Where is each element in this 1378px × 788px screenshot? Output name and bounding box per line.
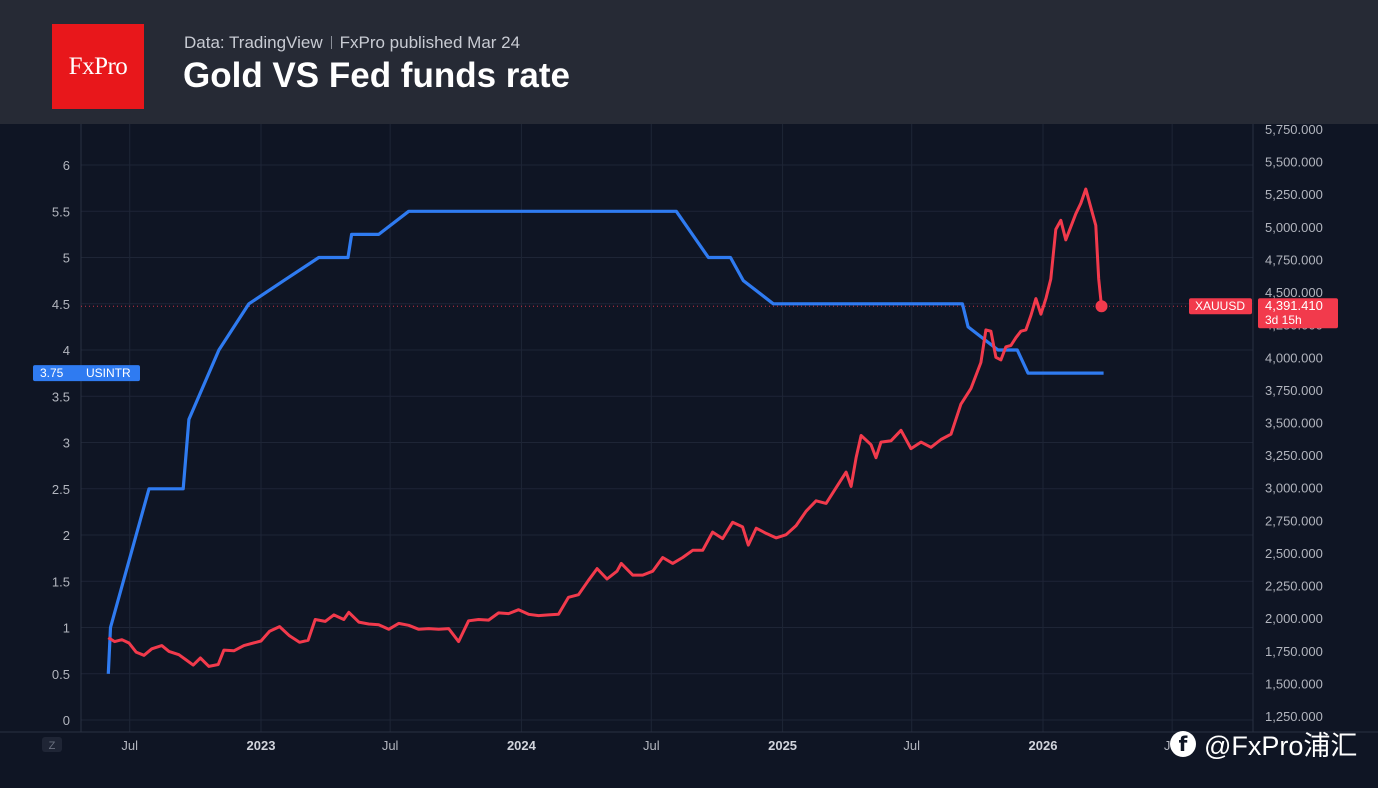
time-tick-label: Jul [121, 738, 138, 753]
logo-text: FxPro [68, 52, 128, 80]
left-tick-label: 0.5 [52, 667, 70, 682]
usintr-series-name: USINTR [86, 366, 131, 380]
left-tick-label: 3 [63, 436, 70, 451]
left-tick-label: 2.5 [52, 482, 70, 497]
left-tick-label: 6 [63, 158, 70, 173]
right-tick-label: 4,750.000 [1265, 252, 1323, 267]
xauusd-value-tag-bg [1258, 298, 1338, 329]
left-tick-label: 1.5 [52, 574, 70, 589]
time-tick-label: 2025 [768, 738, 797, 753]
chart-title: Gold VS Fed funds rate [183, 56, 570, 95]
meta-divider [330, 36, 332, 49]
xauusd-countdown: 3d 15h [1265, 313, 1302, 327]
usintr-last-value: 3.75 [40, 366, 64, 380]
right-tick-label: 1,750.000 [1265, 644, 1323, 659]
time-tick-label: 2023 [247, 738, 276, 753]
time-tick-label: Jul [382, 738, 399, 753]
time-tick-label: Jul [903, 738, 920, 753]
series-layer [81, 187, 1253, 674]
zoom-button[interactable]: Z [42, 737, 62, 752]
fxpro-logo: FxPro [52, 24, 144, 109]
right-tick-label: 1,250.000 [1265, 709, 1323, 724]
chart-header: FxPro Data: TradingView FxPro published M… [0, 0, 1378, 124]
right-tick-label: 2,250.000 [1265, 579, 1323, 594]
right-tick-label: 5,500.000 [1265, 155, 1323, 170]
right-tick-label: 2,500.000 [1265, 546, 1323, 561]
xauusd-last-value: 4,391.410 [1265, 298, 1323, 313]
right-tick-label: 2,000.000 [1265, 611, 1323, 626]
xauusd-series-line [107, 187, 1103, 668]
time-axis: Jul2023Jul2024Jul2025Jul2026JulZ [42, 737, 1181, 753]
xauusd-last-point [1095, 300, 1108, 313]
zoom-button-bg [42, 737, 62, 752]
chart-area[interactable]: 0 0.5 1 1.5 2 2.5 3 3.5 4 4.5 5 5.5 6 1,250.000 1,500… [0, 124, 1378, 788]
time-tick-label: 2026 [1029, 738, 1058, 753]
left-tick-label: 0 [63, 713, 70, 728]
usintr-series-line [106, 209, 1104, 674]
right-tick-label: 2,750.000 [1265, 513, 1323, 528]
watermark-text: @FxPro浦汇 [1204, 731, 1358, 761]
right-tick-label: 3,500.000 [1265, 416, 1323, 431]
right-tick-label: 3,750.000 [1265, 383, 1323, 398]
weibo-watermark: f @FxPro浦汇 [1170, 724, 1357, 763]
zoom-button-label: Z [49, 740, 56, 752]
usintr-tag-bg [33, 365, 140, 382]
right-tick-label: 3,250.000 [1265, 448, 1323, 463]
left-axis: 0 0.5 1 1.5 2 2.5 3 3.5 4 4.5 5 5.5 6 [52, 158, 70, 728]
left-tick-label: 4 [63, 343, 70, 358]
left-tick-label: 5 [63, 251, 70, 266]
right-tick-label: 5,000.000 [1265, 220, 1323, 235]
grid-lines [0, 124, 1378, 733]
left-tick-label: 2 [63, 528, 70, 543]
chart-meta: Data: TradingView FxPro published Mar 24 [184, 33, 520, 53]
time-tick-label: Jul [643, 738, 660, 753]
right-tick-label: 3,000.000 [1265, 481, 1323, 496]
left-tick-label: 5.5 [52, 204, 70, 219]
time-tick-label: 2024 [507, 738, 537, 753]
data-source: Data: TradingView [184, 33, 323, 52]
right-tick-label: 5,250.000 [1265, 187, 1323, 202]
right-tick-label: 5,750.000 [1265, 124, 1323, 137]
weibo-icon: f [1170, 730, 1196, 757]
right-axis: 1,250.000 1,500.000 1,750.000 2,000.000 2,25… [1265, 124, 1323, 724]
xauusd-series-name: XAUUSD [1195, 299, 1245, 313]
right-tick-label: 4,500.000 [1265, 285, 1323, 300]
right-tick-label: 4,000.000 [1265, 350, 1323, 365]
xauusd-name-tag-bg [1189, 298, 1252, 315]
left-tick-label: 4.5 [52, 297, 70, 312]
left-tick-label: 3.5 [52, 389, 70, 404]
usintr-price-tag: 3.75 USINTR [33, 365, 140, 382]
publish-info: FxPro published Mar 24 [339, 33, 521, 52]
left-tick-label: 1 [63, 621, 70, 636]
right-tick-label: 1,500.000 [1265, 676, 1323, 691]
